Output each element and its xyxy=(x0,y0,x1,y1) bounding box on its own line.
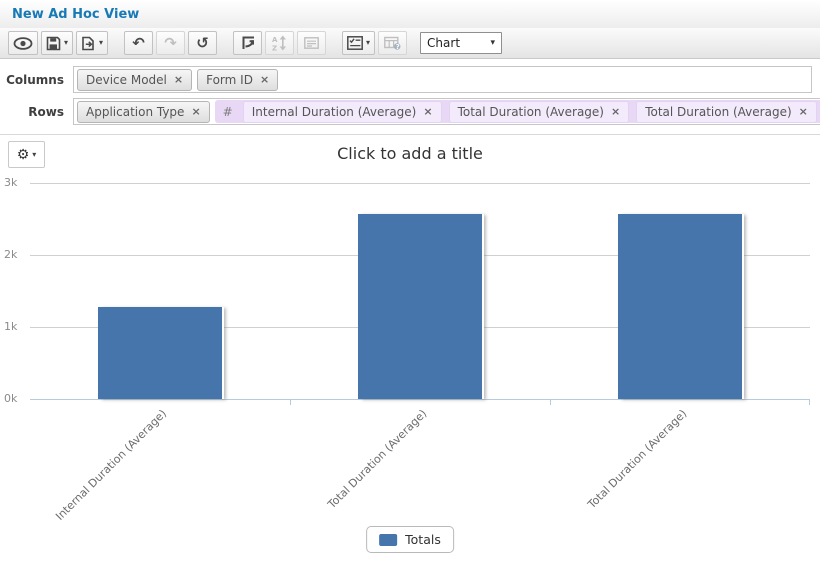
columns-row: Columns Device Model × Form ID × xyxy=(0,66,820,93)
x-axis-category-label: Total Duration (Average) xyxy=(325,407,430,512)
y-axis-tick: 2k xyxy=(4,248,18,261)
row-token-application-type[interactable]: Application Type × xyxy=(77,100,210,123)
eye-icon xyxy=(13,36,33,50)
bar-total-duration-1[interactable] xyxy=(358,213,482,399)
save-button[interactable]: ▾ xyxy=(41,31,74,55)
remove-token-icon[interactable]: × xyxy=(611,105,621,118)
table-question-icon: ? xyxy=(384,36,401,50)
token-label: Total Duration (Average) xyxy=(457,104,604,119)
input-controls-button xyxy=(297,31,327,55)
x-axis-category-label: Internal Duration (Average) xyxy=(53,407,170,523)
visualization-type-value: Chart xyxy=(427,36,461,50)
chart-title-placeholder[interactable]: Click to add a title xyxy=(337,144,483,163)
reset-circular-arrow-icon: ↺ xyxy=(196,33,209,52)
bar-total-duration-2[interactable] xyxy=(618,213,742,399)
checklist-icon xyxy=(347,36,363,50)
field-bars: Columns Device Model × Form ID × Rows Ap… xyxy=(0,59,820,134)
chevron-down-icon: ▾ xyxy=(99,38,104,47)
panel-divider xyxy=(0,134,820,135)
y-axis-tick: 1k xyxy=(4,320,18,333)
preview-button[interactable] xyxy=(8,31,38,55)
export-button[interactable]: ▾ xyxy=(76,31,109,55)
plot-area: 3k 2k 1k 0k Internal Duration (Average) … xyxy=(4,176,810,523)
x-axis-tick xyxy=(550,399,551,405)
visualization-type-select[interactable]: Chart ▾ xyxy=(420,32,503,54)
x-axis-line xyxy=(30,399,810,400)
chart-settings-button[interactable]: ⚙ ▾ xyxy=(8,141,45,168)
gear-icon: ⚙ xyxy=(16,146,30,163)
rows-label: Rows xyxy=(28,104,64,119)
redo-icon: ↷ xyxy=(164,33,177,52)
undo-icon: ↶ xyxy=(132,33,145,52)
remove-token-icon[interactable]: × xyxy=(173,73,184,86)
svg-text:Z: Z xyxy=(272,45,277,52)
column-token-form-id[interactable]: Form ID × xyxy=(197,68,279,91)
chevron-down-icon: ▾ xyxy=(32,149,37,159)
token-label: Form ID xyxy=(206,72,253,87)
measures-group[interactable]: # Internal Duration (Average) × Total Du… xyxy=(214,100,820,123)
rows-dropzone[interactable]: Application Type × # Internal Duration (… xyxy=(73,98,820,125)
pivot-arrow-icon xyxy=(240,35,256,51)
chevron-down-icon: ▾ xyxy=(366,38,371,47)
token-label: Device Model xyxy=(86,72,167,87)
save-floppy-icon xyxy=(46,36,61,51)
category-slot xyxy=(290,183,550,399)
y-axis-tick: 3k xyxy=(4,176,18,189)
svg-text:?: ? xyxy=(396,43,400,50)
columns-dropzone[interactable]: Device Model × Form ID × xyxy=(73,66,812,93)
legend-swatch xyxy=(379,533,398,546)
column-token-device-model[interactable]: Device Model × xyxy=(77,68,193,91)
remove-token-icon[interactable]: × xyxy=(798,105,808,118)
remove-token-icon[interactable]: × xyxy=(423,105,433,118)
y-axis-tick: 0k xyxy=(4,392,18,405)
x-axis-tick xyxy=(809,399,810,405)
undo-all-button[interactable]: ↺ xyxy=(188,31,218,55)
token-label: Application Type xyxy=(86,104,185,119)
legend-label: Totals xyxy=(405,532,441,547)
category-slot xyxy=(550,183,810,399)
undo-button[interactable]: ↶ xyxy=(124,31,154,55)
category-slot xyxy=(30,183,290,399)
svg-text:A: A xyxy=(272,36,278,44)
numeric-measure-prefix: # xyxy=(222,104,233,119)
display-options-button[interactable]: ▾ xyxy=(342,31,376,55)
measure-token-internal-duration[interactable]: Internal Duration (Average) × xyxy=(242,100,442,123)
columns-label: Columns xyxy=(6,72,64,87)
data-detail-help-button: ? xyxy=(378,31,408,55)
legend-totals[interactable]: Totals xyxy=(366,526,454,553)
page-title: New Ad Hoc View xyxy=(12,6,140,22)
bar-internal-duration[interactable] xyxy=(98,306,222,399)
measure-token-total-duration-2[interactable]: Total Duration (Average) × xyxy=(636,100,817,123)
rows-row: Rows Application Type × # Internal Durat… xyxy=(0,98,820,125)
switch-groups-button[interactable] xyxy=(233,31,263,55)
redo-button: ↷ xyxy=(156,31,186,55)
chevron-down-icon: ▾ xyxy=(64,38,69,47)
export-file-icon xyxy=(81,36,96,51)
chevron-down-icon: ▾ xyxy=(490,37,496,48)
header: New Ad Hoc View xyxy=(0,0,820,28)
chart-canvas: ⚙ ▾ Click to add a title 3k 2k 1k 0k xyxy=(0,135,820,568)
token-label: Total Duration (Average) xyxy=(645,104,792,119)
gridline-3k xyxy=(30,183,810,184)
remove-token-icon[interactable]: × xyxy=(259,73,270,86)
measure-token-total-duration-1[interactable]: Total Duration (Average) × xyxy=(448,100,630,123)
page-lines-icon xyxy=(304,37,319,49)
token-label: Internal Duration (Average) xyxy=(251,104,417,119)
remove-token-icon[interactable]: × xyxy=(191,105,201,118)
x-axis-tick xyxy=(290,399,291,405)
x-axis-category-label: Total Duration (Average) xyxy=(585,407,690,512)
